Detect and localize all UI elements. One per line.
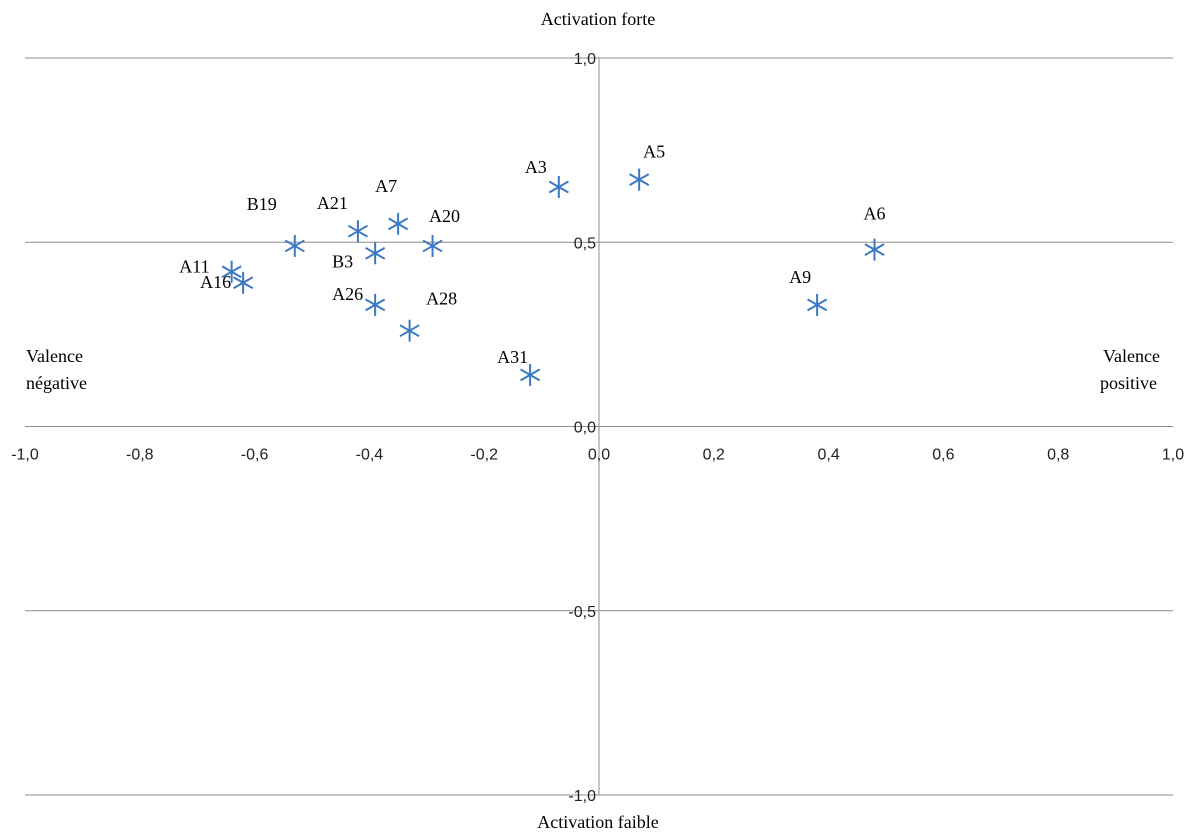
- data-point-a26: [365, 293, 386, 316]
- data-point-a6: [864, 238, 885, 261]
- x-tick-label-10: 1,0: [1162, 447, 1184, 464]
- data-point-a5: [629, 168, 650, 191]
- data-point-b19: [284, 234, 305, 257]
- x-tick-label-3: -0,4: [356, 447, 384, 464]
- left-axis-label-line2: négative: [26, 373, 87, 393]
- point-label-a9: A9: [789, 267, 811, 287]
- x-tick-label-1: -0,8: [126, 447, 154, 464]
- data-point-a20: [422, 234, 443, 257]
- data-point-b3: [365, 242, 386, 265]
- point-label-b19: B19: [247, 194, 277, 214]
- tick-labels: -1,0 -0,8 -0,6 -0,4 -0,2 0,0 0,2 0,4 0,6 0,8 1,0 1,…: [11, 51, 1184, 805]
- x-tick-label-4: -0,2: [470, 447, 498, 464]
- data-point-a11: [221, 260, 242, 283]
- x-tick-label-9: 0,8: [1047, 447, 1069, 464]
- x-tick-label-7: 0,4: [817, 447, 839, 464]
- left-axis-label-line1: Valence: [26, 346, 83, 366]
- y-tick-label-3: -0,5: [568, 604, 596, 621]
- data-point-a9: [807, 293, 828, 316]
- point-label-b3: B3: [332, 251, 353, 271]
- right-axis-label-line2: positive: [1100, 373, 1157, 393]
- x-tick-label-8: 0,6: [932, 447, 954, 464]
- point-label-a31: A31: [497, 347, 528, 367]
- x-tick-label-2: -0,6: [241, 447, 269, 464]
- x-tick-label-6: 0,2: [703, 447, 725, 464]
- point-label-a6: A6: [864, 204, 886, 224]
- point-label-a16: A16: [200, 272, 231, 292]
- x-tick-label-0: -1,0: [11, 447, 39, 464]
- top-axis-label: Activation forte: [541, 9, 655, 29]
- y-tick-label-2: 0,0: [574, 420, 596, 437]
- point-label-a3: A3: [525, 157, 547, 177]
- point-label-a28: A28: [426, 289, 457, 309]
- bottom-axis-label: Activation faible: [537, 812, 658, 832]
- data-point-a28: [399, 319, 420, 342]
- data-point-a7: [388, 212, 409, 235]
- quadrant-labels: Activation forte Activation faible Valen…: [26, 9, 1160, 832]
- point-label-a5: A5: [643, 142, 665, 162]
- y-tick-label-4: -1,0: [568, 788, 596, 805]
- x-tick-label-5: 0,0: [588, 447, 610, 464]
- data-point-a21: [347, 220, 368, 243]
- y-tick-label-1: 0,5: [574, 235, 596, 252]
- point-label-a21: A21: [317, 193, 348, 213]
- data-point-a16: [233, 271, 254, 294]
- point-label-a7: A7: [375, 176, 397, 196]
- point-label-a20: A20: [429, 206, 460, 226]
- y-tick-label-0: 1,0: [574, 51, 596, 68]
- data-points: [221, 168, 885, 386]
- data-point-a31: [520, 363, 541, 386]
- point-label-a11: A11: [179, 257, 209, 277]
- point-label-a26: A26: [332, 284, 363, 304]
- right-axis-label-line1: Valence: [1103, 346, 1160, 366]
- data-point-a3: [548, 175, 569, 198]
